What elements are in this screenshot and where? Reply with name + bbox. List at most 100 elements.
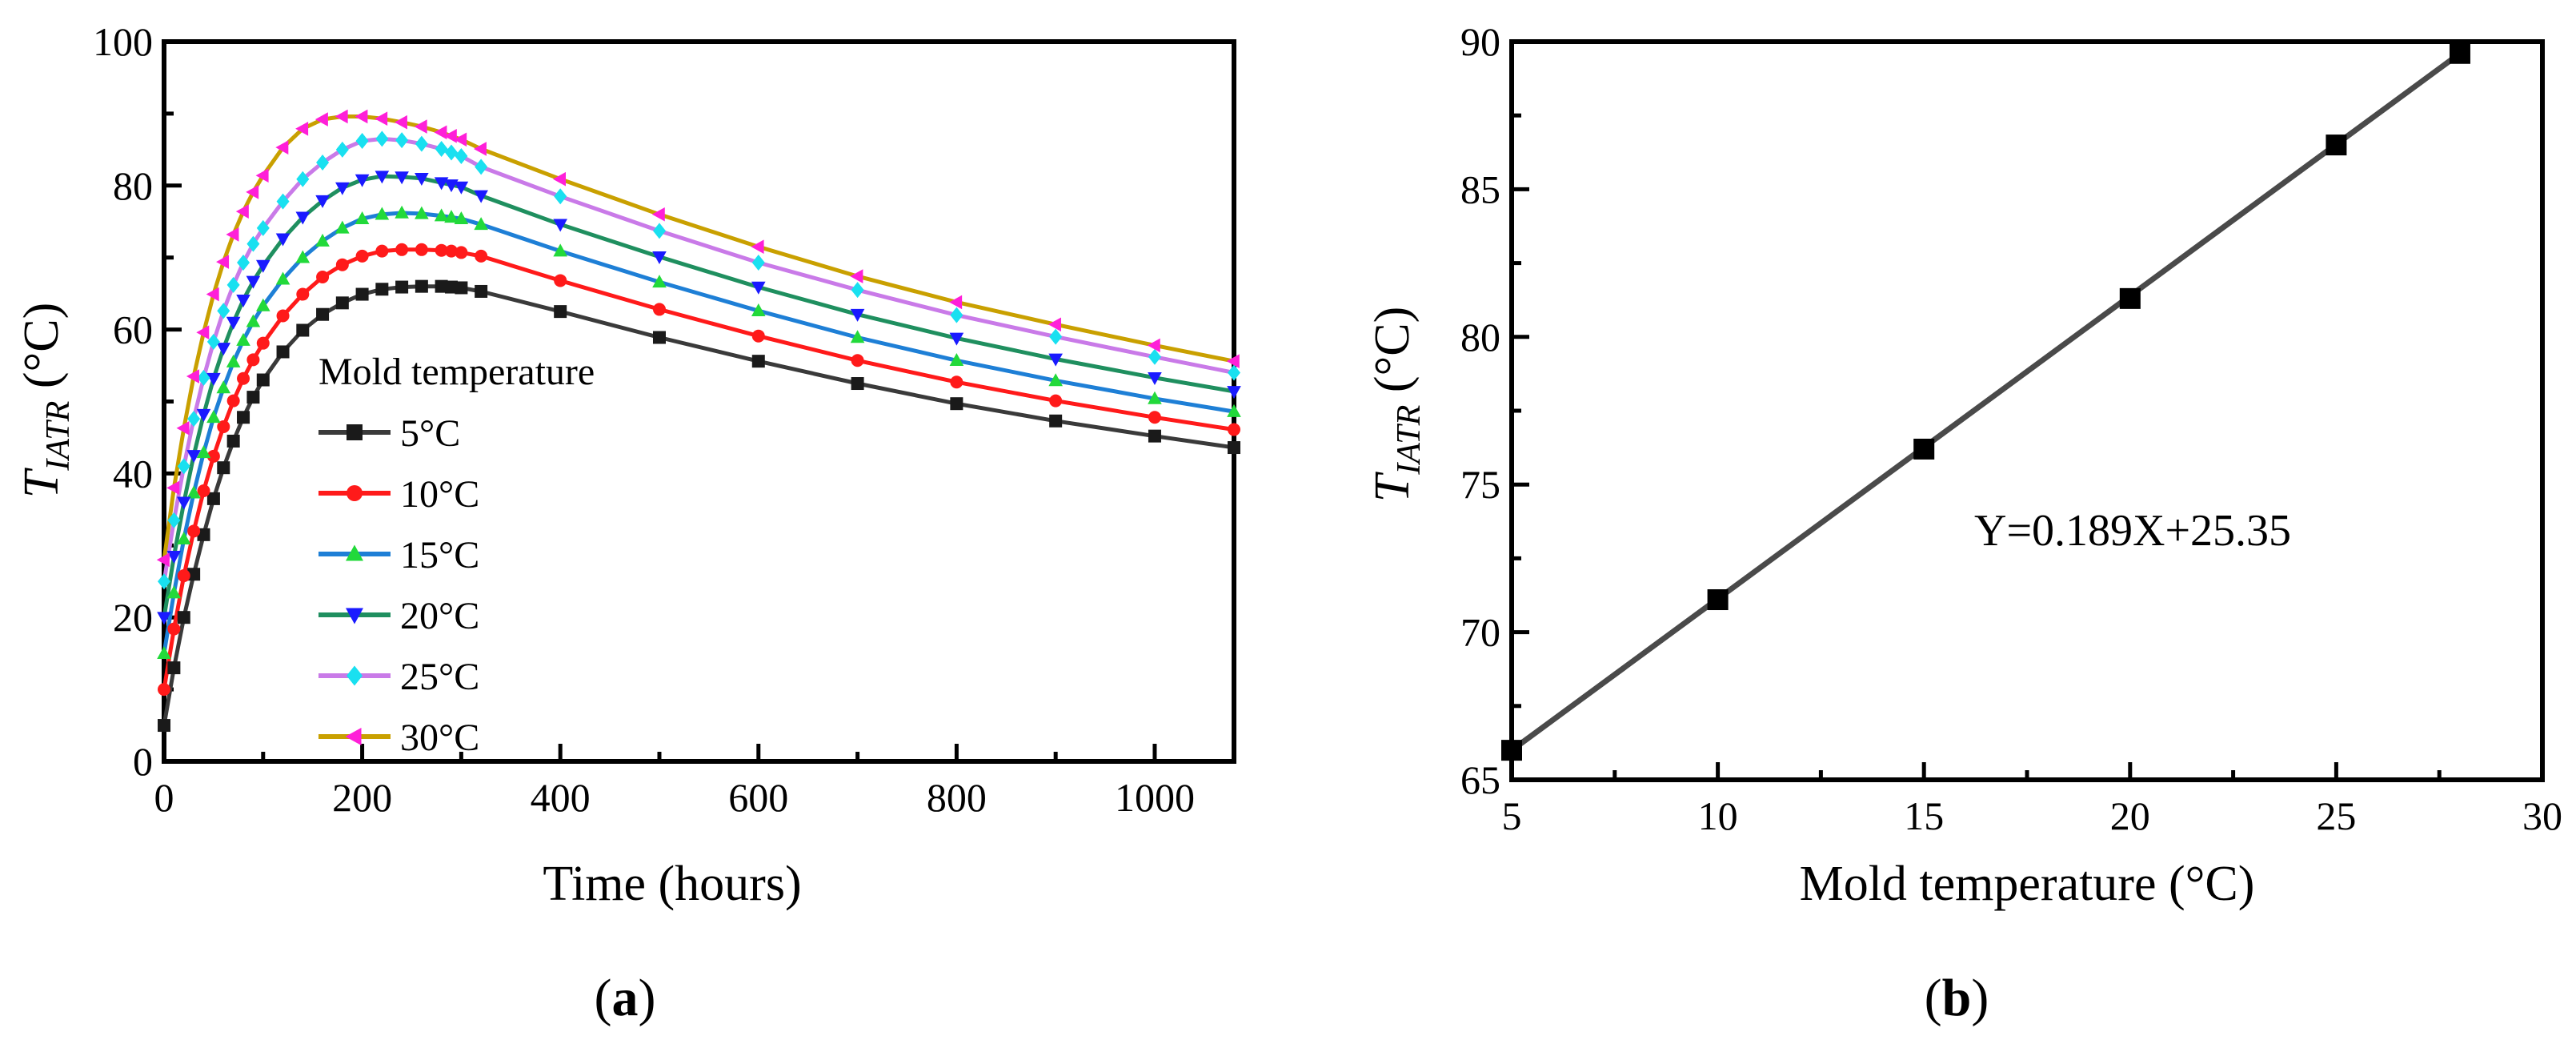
series-5-point xyxy=(335,109,348,124)
series-2-point xyxy=(355,211,370,224)
series-5-point xyxy=(751,239,764,255)
series-4-point xyxy=(554,188,567,205)
panel-b-x-tick-label: 15 xyxy=(1904,793,1944,838)
series-1-point xyxy=(355,249,369,263)
series-3-point xyxy=(375,171,390,184)
series-2-point xyxy=(236,332,250,346)
series-1-point xyxy=(177,569,190,583)
panel-a-x-tick-label: 200 xyxy=(332,775,392,820)
series-2-point xyxy=(454,211,469,224)
legend-marker-0 xyxy=(347,424,363,440)
data-point xyxy=(1707,589,1729,611)
series-4-point xyxy=(316,155,330,171)
series-2-point xyxy=(1227,404,1241,417)
series-1-point xyxy=(256,336,270,350)
series-5-point xyxy=(473,142,487,156)
series-1-point xyxy=(296,287,310,301)
panel-a-y-tick-label: 20 xyxy=(113,595,153,640)
legend-marker-2 xyxy=(346,544,363,561)
panel-b-y-axis-label: TIATR (°C) xyxy=(1365,307,1428,503)
series-4-point xyxy=(1049,328,1063,345)
series-1-point xyxy=(167,622,181,636)
series-3-point xyxy=(454,181,469,195)
series-5-point xyxy=(414,119,427,134)
panel-b-y-tick-label: 75 xyxy=(1460,462,1500,507)
series-1-point xyxy=(554,274,567,287)
series-3-point xyxy=(395,171,409,185)
series-0-point xyxy=(296,323,310,337)
series-0-point xyxy=(316,307,330,321)
data-point xyxy=(2119,287,2141,309)
legend-marker-1 xyxy=(347,485,363,501)
series-0-point xyxy=(276,345,290,359)
panel-a-plot-frame xyxy=(162,39,1236,764)
series-3-point xyxy=(1227,386,1241,400)
series-5-point xyxy=(166,480,180,496)
series-5-point xyxy=(206,287,219,302)
series-0-point xyxy=(187,568,201,581)
series-4-point xyxy=(475,159,488,175)
series-5-point xyxy=(186,369,199,383)
series-0-point xyxy=(256,373,270,387)
legend-label-4: 25°C xyxy=(400,656,479,698)
panel-b-ticks: 5 10 15 20 25 30 65 70 75 80 85 90 xyxy=(1460,19,2562,838)
series-5-point xyxy=(1048,317,1061,332)
series-2-point xyxy=(335,220,350,234)
series-1-point xyxy=(237,371,250,385)
series-3-point xyxy=(246,275,261,289)
series-1-point xyxy=(1228,423,1240,436)
fit-equation-annotation: Y=0.189X+25.35 xyxy=(1974,506,2291,556)
series-3-point xyxy=(216,343,231,356)
series-3-point xyxy=(186,450,201,464)
series-5-point xyxy=(355,109,368,124)
panel-a-y-tick-label: 60 xyxy=(113,307,153,352)
series-0-point xyxy=(751,355,765,368)
series-2-point xyxy=(275,271,290,285)
panel-b-y-tick-label: 85 xyxy=(1460,167,1500,211)
data-point xyxy=(2326,135,2347,156)
legend-marker-3 xyxy=(346,608,363,624)
panel-a-y-tick-label: 40 xyxy=(113,451,153,496)
series-4-point xyxy=(256,219,270,236)
series-0-point xyxy=(950,397,963,411)
series-2-point xyxy=(434,208,449,222)
panel-a-y-tick-label: 100 xyxy=(93,19,153,64)
series-4-point xyxy=(167,512,181,528)
data-point xyxy=(1913,438,1935,460)
legend-label-0: 5°C xyxy=(400,412,460,455)
series-2-point xyxy=(415,206,429,219)
series-4-point xyxy=(652,223,666,239)
series-1-point xyxy=(435,243,448,257)
series-0-point xyxy=(167,661,181,675)
panel-b-linear-fit-chart: 5 10 15 20 25 30 65 70 75 80 85 90 Y=0.189X+25.35 M… xyxy=(1365,19,2562,1027)
series-0-point xyxy=(1148,429,1161,443)
panel-b-x-tick-label: 20 xyxy=(2110,793,2150,838)
series-5-point xyxy=(226,227,239,242)
series-0-point xyxy=(652,331,666,344)
series-3-point xyxy=(295,211,310,225)
series-5-point xyxy=(255,168,269,183)
legend-label-5: 30°C xyxy=(400,717,479,759)
series-0-point xyxy=(177,611,190,624)
series-3-point xyxy=(553,219,567,232)
series-2-point xyxy=(255,298,270,311)
series-1-point xyxy=(375,244,389,258)
series-4-point xyxy=(455,147,468,164)
series-5-point xyxy=(1226,354,1240,368)
series-5-point xyxy=(216,255,230,269)
series-0-point xyxy=(197,528,210,541)
legend-label-1: 10°C xyxy=(400,473,479,516)
series-3-point xyxy=(226,316,241,330)
series-0-point xyxy=(415,279,428,293)
panel-b-y-tick-label: 65 xyxy=(1460,757,1500,802)
series-4-point xyxy=(435,140,448,157)
series-4-point xyxy=(355,133,369,150)
series-4-point xyxy=(158,573,170,590)
series-0-point xyxy=(1228,441,1240,455)
series-5-point xyxy=(295,121,309,136)
series-2-point xyxy=(553,243,567,257)
series-1-point xyxy=(316,270,330,283)
series-4-point xyxy=(226,276,240,293)
series-2-point xyxy=(186,485,201,499)
series-1-point xyxy=(246,353,260,367)
